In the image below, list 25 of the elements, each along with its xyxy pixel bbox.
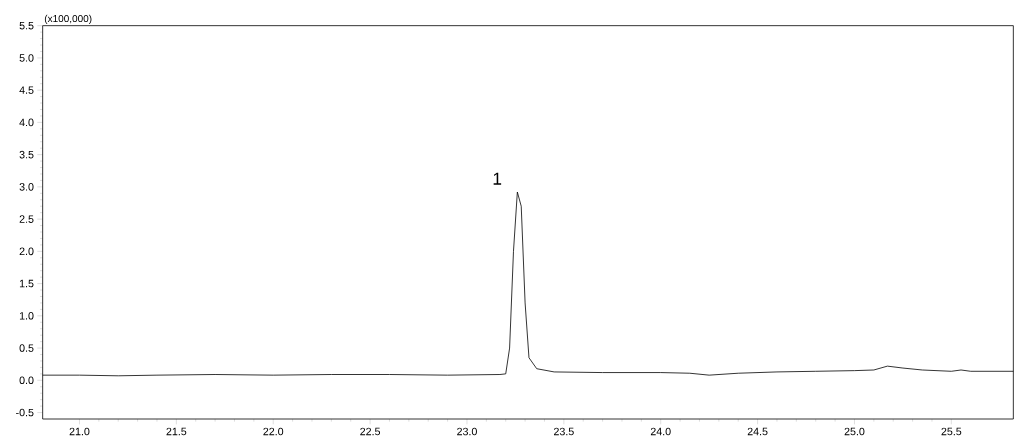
y-tick-label: -0.5 [16,408,34,417]
x-tick-label: 24.5 [747,427,768,436]
y-tick-label: 3.5 [19,150,34,159]
x-tick-label: 25.5 [941,427,962,436]
y-tick-label: 5.0 [19,54,34,62]
y-tick-label: 4.5 [19,86,34,94]
y-tick-label: 2.5 [19,215,34,223]
y-tick-label: 2.0 [19,247,34,256]
x-tick-label: 24.0 [650,427,671,436]
y-tick-label: 4.0 [19,118,34,127]
y-tick-label: 0.0 [19,376,34,385]
y-tick-label: 0.5 [19,344,34,352]
y-tick-label: 5.5 [19,21,34,30]
y-tick-label: 1.0 [19,312,34,320]
text: (x100,000) [44,14,92,25]
x-tick-label: 21.5 [166,427,187,436]
x-tick-label: 23.0 [457,427,477,436]
x-tick-label: 25.0 [844,427,865,436]
x-tick-label: 23.5 [554,427,574,436]
x-tick-label: 21.0 [69,427,90,436]
x-tick-label: 22.0 [263,427,284,436]
y-tick-label: 3.0 [19,183,34,191]
x-tick-label: 22.5 [360,427,381,436]
annotation: 1 [493,172,502,185]
y-tick-label: 1.5 [19,279,34,288]
